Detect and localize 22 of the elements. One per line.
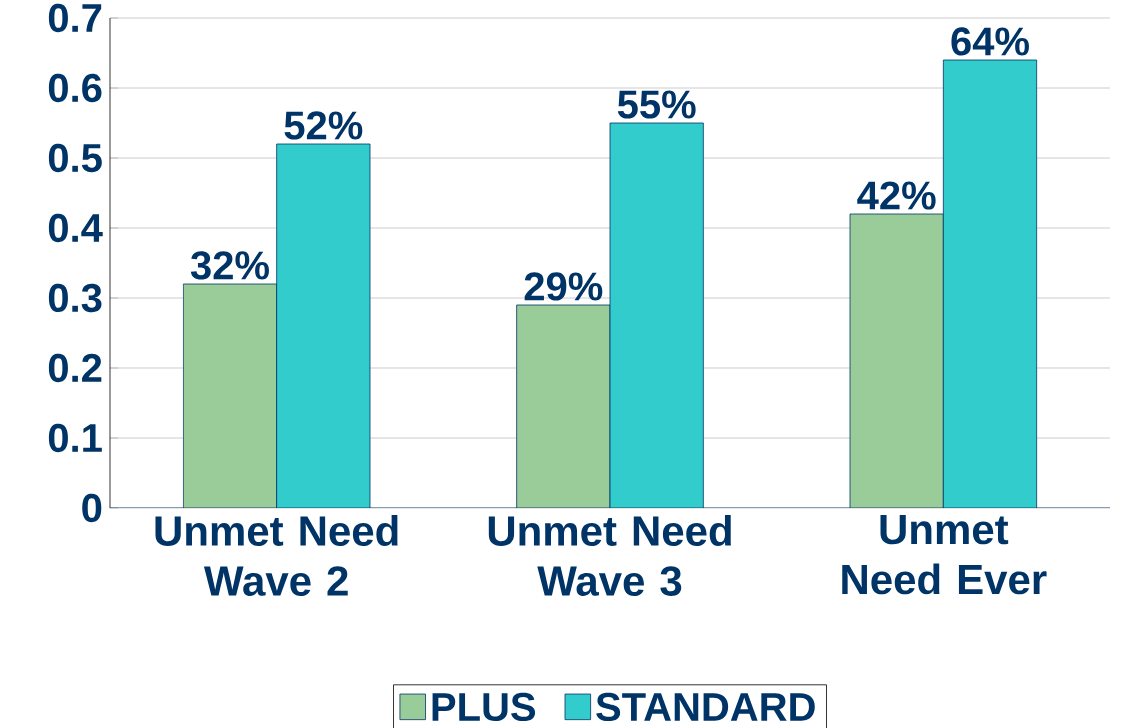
bar [849,213,944,508]
data-label: 32% [190,251,269,280]
data-label: 64% [951,27,1029,56]
y-tick-label: 0.4 [48,213,103,243]
y-tick-label: 0.7 [48,3,102,33]
y-tick-label: 0.3 [48,283,102,313]
data-label: 55% [617,90,696,119]
data-label: 29% [524,272,603,301]
data-label: 42% [857,181,936,210]
bar [516,305,611,508]
y-tick-label: 0.1 [48,423,102,453]
legend-label: PLUS [432,692,536,722]
x-tick-label: Unmet Need Wave 3 [488,515,731,596]
x-tick-label: Unmet Need Wave 2 [155,515,398,596]
x-tick-label: Unmet Need Ever [842,515,1047,595]
y-tick-label: 0 [82,493,102,523]
data-label: 52% [284,111,363,140]
bar [183,284,277,508]
y-tick-label: 0.2 [48,353,102,383]
legend-label: STANDARD [596,692,815,722]
y-tick-label: 0.5 [48,143,102,173]
y-tick-label: 0.6 [48,73,102,103]
